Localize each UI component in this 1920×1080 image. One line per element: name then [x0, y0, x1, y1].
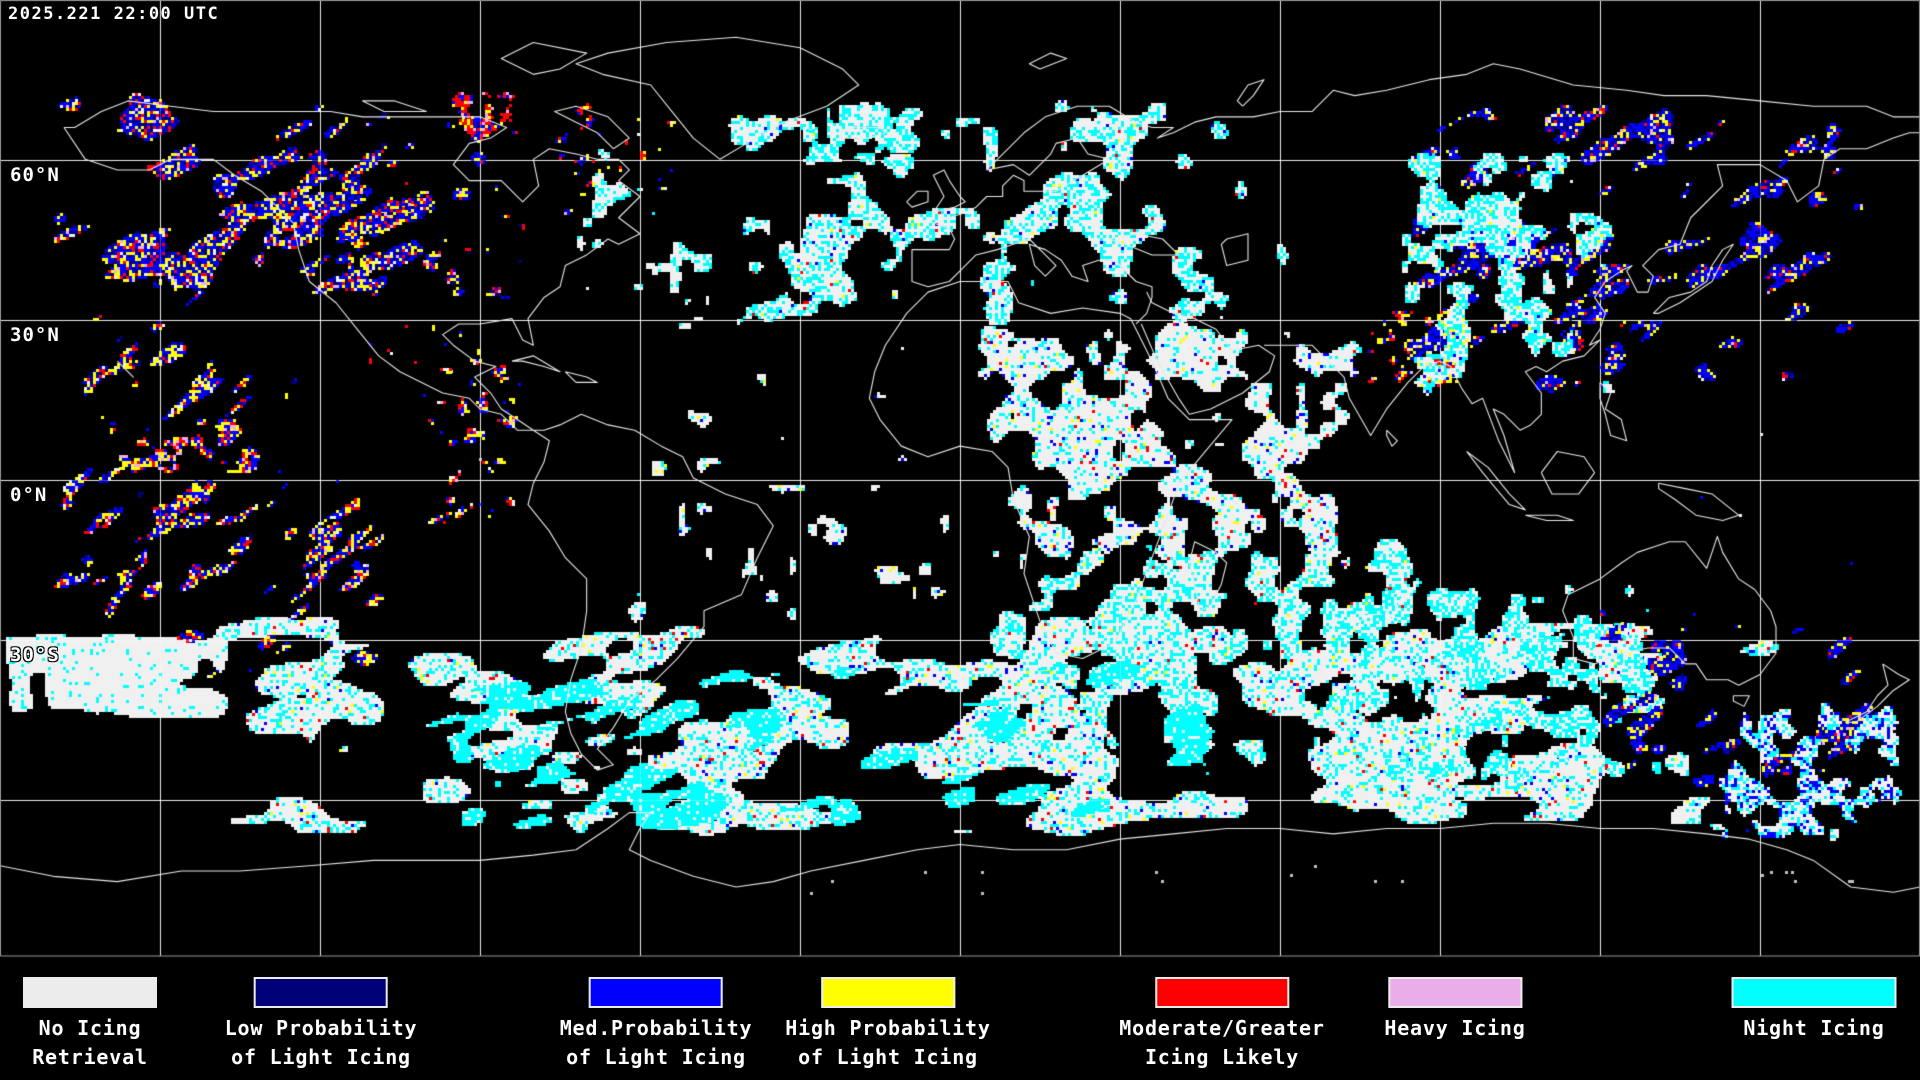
- legend-swatch-no-icing: [23, 977, 157, 1008]
- legend-label: Heavy Icing: [1384, 1016, 1526, 1040]
- legend-item: No Icing Retrieval: [23, 960, 157, 1072]
- legend-swatch-night: [1731, 977, 1897, 1008]
- legend-label: of Light Icing: [798, 1045, 978, 1069]
- legend-swatch-moderate: [1155, 977, 1289, 1008]
- legend-label: Moderate/Greater: [1119, 1016, 1325, 1040]
- legend-item: Med.Probability of Light Icing: [560, 960, 753, 1072]
- legend-item: Low Probability of Light Icing: [225, 960, 418, 1072]
- legend-label: of Light Icing: [231, 1045, 411, 1069]
- lat-label: 30°S: [10, 644, 60, 666]
- lat-label: 0°N: [10, 484, 48, 506]
- legend-item: Night Icing: [1731, 960, 1897, 1043]
- legend-swatch-heavy: [1387, 977, 1522, 1008]
- legend-label: High Probability: [785, 1016, 991, 1040]
- legend-label: Night Icing: [1743, 1016, 1885, 1040]
- legend-label: Med.Probability: [559, 1016, 753, 1040]
- legend-label: No Icing: [38, 1016, 142, 1040]
- legend-item: High Probability of Light Icing: [785, 960, 990, 1072]
- legend-label: of Light Icing: [566, 1045, 746, 1069]
- legend-bar: No Icing Retrieval Low Probability of Li…: [0, 960, 1920, 1080]
- timestamp-label: 2025.221 22:00 UTC: [8, 4, 220, 24]
- legend-item: Heavy Icing: [1384, 960, 1525, 1043]
- legend-label: Low Probability: [224, 1016, 418, 1040]
- world-map-canvas: [0, 0, 1920, 960]
- legend-label: Icing Likely: [1144, 1045, 1300, 1069]
- lat-label: 60°N: [10, 164, 60, 186]
- legend-swatch-med-prob: [589, 977, 723, 1008]
- legend-swatch-high-prob: [821, 977, 955, 1008]
- lat-label: 30°N: [10, 324, 60, 346]
- legend-item: Moderate/Greater Icing Likely: [1119, 960, 1324, 1072]
- legend-label: Retrieval: [32, 1045, 148, 1069]
- legend-swatch-low-prob: [254, 977, 388, 1008]
